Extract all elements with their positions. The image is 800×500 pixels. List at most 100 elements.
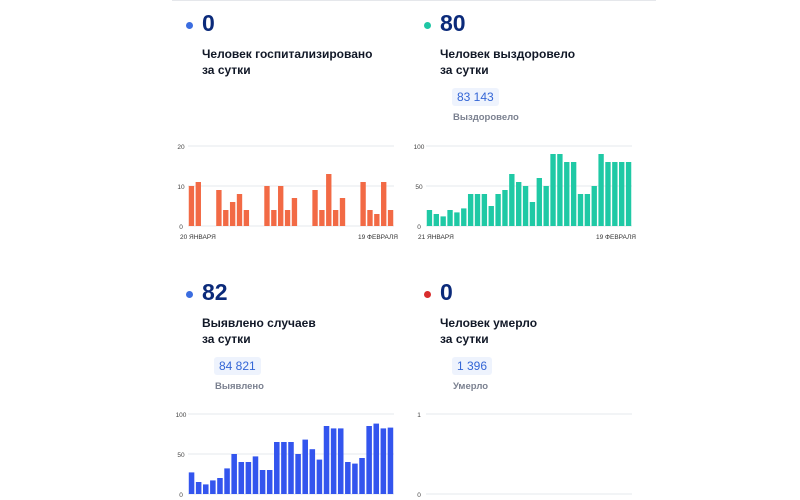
chart-bar: [367, 210, 373, 226]
stat-value: 80: [440, 10, 466, 36]
chart-bar: [557, 154, 563, 226]
chart-bar: [229, 202, 236, 226]
chart-bar: [274, 442, 280, 494]
chart-bar: [488, 206, 494, 226]
stat-label: Выявлено случаев за сутки: [202, 315, 422, 347]
chart-bar: [223, 210, 229, 226]
status-dot: [424, 291, 431, 298]
chart-bar: [591, 186, 597, 226]
chart-bar: [302, 439, 308, 494]
chart-bar: [216, 190, 222, 226]
chart-bar: [387, 427, 394, 494]
top-divider: [172, 0, 656, 1]
chart-bar: [564, 162, 570, 226]
stat-label-line1: Человек умерло: [440, 316, 538, 330]
chart-bar: [360, 182, 366, 226]
chart-bar: [605, 162, 611, 226]
y-tick-label: 20: [177, 144, 185, 151]
chart-bar: [522, 186, 529, 226]
chart-bar: [337, 428, 344, 494]
y-tick-label: 0: [179, 224, 183, 231]
chart-bar: [243, 210, 250, 226]
chart-bar: [352, 463, 358, 494]
chart-bar: [266, 470, 273, 494]
chart-bar: [278, 186, 284, 226]
y-tick-label: 50: [415, 184, 423, 191]
bar-chart: 0 50 100 21 ЯНВАРЯ 19 ФЕВРАЛЯ: [414, 144, 637, 241]
x-start-label: 21 ЯНВАРЯ: [418, 234, 454, 241]
stat-label: Человек выздоровело за сутки: [440, 46, 660, 78]
chart-bar: [236, 194, 243, 226]
chart-bar: [332, 210, 339, 226]
chart-bar: [366, 426, 372, 494]
x-start-label: 20 ЯНВАРЯ: [180, 234, 216, 241]
chart-bar: [339, 198, 346, 226]
stat-label-line2: за сутки: [202, 63, 251, 77]
chart-bar: [259, 470, 266, 494]
chart-bar: [231, 454, 237, 494]
chart-bar: [195, 182, 201, 226]
chart-bar: [345, 462, 351, 494]
total-badge: 83 143: [452, 88, 499, 106]
y-tick-label: 1: [417, 412, 421, 419]
chart-bar: [502, 190, 508, 226]
chart-bar: [312, 190, 318, 226]
bar-chart: 0 50 100: [176, 412, 394, 499]
total-badge: 1 396: [452, 357, 493, 375]
chart-bar: [495, 194, 501, 226]
stat-label-line1: Человек выздоровело: [440, 47, 576, 61]
chart-bar: [433, 214, 439, 226]
chart-bar: [550, 154, 556, 226]
chart-bar: [454, 212, 460, 226]
chart-bar: [195, 482, 202, 494]
chart-bar: [543, 186, 549, 226]
chart-bar: [529, 202, 536, 226]
chart-bar: [281, 442, 287, 494]
chart-bar: [387, 210, 394, 226]
chart-bar: [295, 454, 301, 494]
total-label: Умерло: [453, 381, 489, 392]
stat-label-line1: Человек госпитализировано: [202, 47, 373, 61]
chart-bar: [217, 478, 223, 494]
stat-value: 0: [202, 10, 215, 36]
chart-bar: [481, 194, 488, 226]
chart-bar: [509, 174, 515, 226]
stat-label: Человек госпитализировано за сутки: [202, 46, 422, 78]
total-label: Выздоровело: [453, 112, 519, 123]
chart-bar: [612, 162, 618, 226]
chart-bar: [474, 194, 481, 226]
chart-bar: [374, 214, 380, 226]
chart-bar: [598, 154, 604, 226]
chart-bar: [447, 210, 453, 226]
y-tick-label: 0: [417, 224, 421, 231]
chart-bar: [316, 459, 323, 494]
x-end-label: 19 ФЕВРАЛЯ: [596, 234, 636, 241]
chart-bar: [381, 182, 387, 226]
chart-bar: [380, 428, 387, 494]
chart-bar: [291, 198, 298, 226]
chart-bar: [359, 458, 365, 494]
y-tick-label: 100: [176, 412, 187, 419]
y-tick-label: 100: [414, 144, 425, 151]
chart-bar: [224, 468, 230, 494]
status-dot: [186, 22, 193, 29]
chart-bar: [202, 484, 209, 494]
y-tick-label: 0: [179, 492, 183, 499]
chart-bar: [252, 456, 259, 494]
chart-bar: [577, 194, 584, 226]
chart-bar: [326, 174, 332, 226]
stat-label-line1: Выявлено случаев: [202, 316, 316, 330]
chart-bar: [238, 462, 245, 494]
chart-bar: [271, 210, 277, 226]
chart-bar: [319, 210, 325, 226]
chart-bar: [570, 162, 577, 226]
stat-label-line2: за сутки: [202, 332, 251, 346]
chart-bar: [536, 178, 542, 226]
y-tick-label: 0: [417, 492, 421, 499]
chart-bar: [426, 210, 433, 226]
chart-bar: [467, 194, 474, 226]
chart-bar: [516, 182, 522, 226]
total-badge: 84 821: [214, 357, 261, 375]
bar-chart: 0 10 20 20 ЯНВАРЯ 19 ФЕВРАЛЯ: [177, 144, 398, 241]
